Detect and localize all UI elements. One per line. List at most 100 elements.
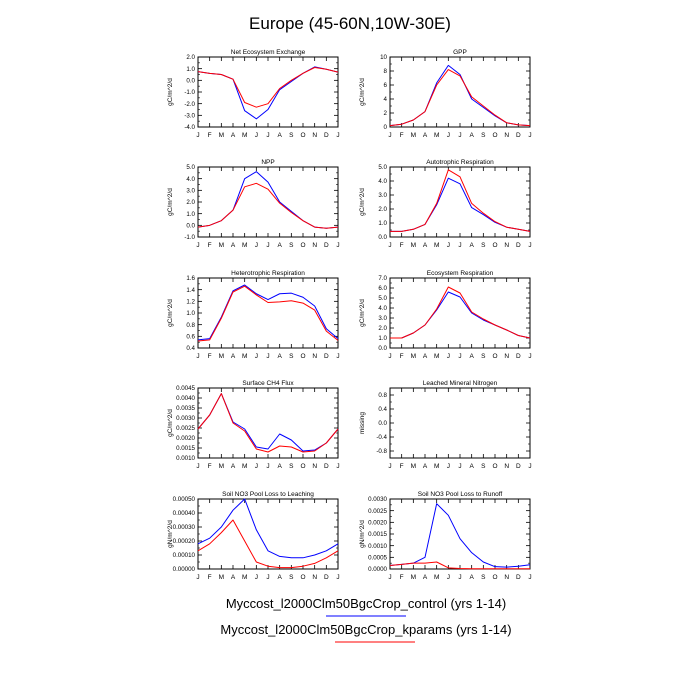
y-tick-label: 0.00000 — [173, 566, 196, 573]
x-tick-label: J — [266, 574, 269, 581]
x-tick-label: M — [434, 353, 439, 360]
x-tick-label: M — [411, 242, 416, 249]
panel: Heterotrophic Respiration gC/m^2/d 1.6 1.4 1… — [167, 270, 340, 360]
y-tick-label: 6.0 — [378, 285, 387, 292]
y-axis-label: gC/m^2/d — [359, 299, 366, 327]
x-tick-label: O — [492, 463, 497, 470]
series-line-control — [197, 498, 339, 559]
series-line-kparams — [389, 69, 531, 127]
x-tick-label: J — [388, 574, 391, 581]
x-tick-label: A — [469, 353, 474, 360]
panel-title: Net Ecosystem Exchange — [231, 49, 306, 56]
x-tick-label: J — [528, 353, 531, 360]
y-tick-label: 0.0025 — [368, 508, 387, 515]
y-tick-label: 0.8 — [378, 392, 387, 399]
y-tick-label: 0.00010 — [173, 552, 196, 559]
x-tick-label: S — [481, 132, 486, 139]
series-line-kparams — [389, 561, 530, 570]
x-tick-label: F — [208, 242, 212, 249]
legend: Myccost_l2000Clm50BgcCrop_control (yrs 1… — [220, 596, 512, 643]
panel: Net Ecosystem Exchange gC/m^2/d 2.0 1.0 0.0 -… — [167, 49, 340, 139]
x-tick-label: J — [458, 132, 461, 139]
x-tick-label: A — [231, 574, 236, 581]
plot-frame — [389, 498, 531, 570]
y-tick-label: 0.4 — [378, 406, 387, 413]
x-tick-label: M — [411, 574, 416, 581]
x-tick-label: O — [300, 463, 305, 470]
x-tick-label: N — [504, 574, 509, 581]
series-line-kparams — [197, 182, 339, 229]
panel-title: NPP — [261, 159, 274, 166]
x-tick-label: J — [266, 463, 269, 470]
panel: Soil NO3 Pool Loss to LeachinggN/m^2/d0.… — [167, 491, 340, 581]
y-tick-label: 0.0 — [378, 420, 387, 427]
y-tick-label: -0.4 — [376, 434, 387, 441]
x-tick-label: J — [196, 242, 199, 249]
panel: Ecosystem Respiration gC/m^2/d 7.0 6.0 5.0 4.… — [359, 270, 532, 360]
x-tick-label: O — [492, 353, 497, 360]
x-tick-label: A — [423, 242, 428, 249]
x-tick-label: M — [434, 132, 439, 139]
x-tick-label: N — [504, 463, 509, 470]
x-tick-label: A — [277, 463, 282, 470]
y-tick-label: -2.0 — [184, 101, 195, 108]
y-tick-label: -1.0 — [184, 234, 195, 241]
x-tick-label: M — [434, 574, 439, 581]
x-tick-label: J — [447, 242, 450, 249]
x-tick-label: O — [492, 242, 497, 249]
y-tick-label: 10 — [380, 54, 387, 61]
panel-title: Heterotrophic Respiration — [231, 270, 305, 277]
y-tick-label: 0.0040 — [176, 395, 195, 402]
y-axis-label: gN/m^2/d — [359, 520, 366, 548]
plot-frame — [197, 166, 339, 238]
x-tick-label: F — [208, 132, 212, 139]
y-tick-label: 3.0 — [378, 315, 387, 322]
panel: Autotrophic Respiration gC/m^2/d 5.0 4.0 3.0… — [359, 159, 532, 249]
x-tick-label: N — [312, 242, 317, 249]
x-tick-label: J — [196, 574, 199, 581]
series-line-kparams — [197, 519, 339, 569]
plot-frame — [389, 387, 531, 459]
x-tick-label: J — [528, 574, 531, 581]
x-tick-label: S — [289, 132, 294, 139]
y-tick-label: 0.8 — [186, 322, 195, 329]
x-tick-label: M — [219, 574, 224, 581]
x-tick-label: F — [400, 574, 404, 581]
y-tick-label: 7.0 — [378, 275, 387, 282]
x-tick-label: M — [434, 463, 439, 470]
y-tick-label: 0.0010 — [368, 543, 387, 550]
x-tick-label: S — [289, 353, 294, 360]
series-line-kparams — [390, 286, 531, 339]
y-tick-label: -0.8 — [376, 448, 387, 455]
x-tick-label: J — [388, 132, 391, 139]
y-tick-label: 1.0 — [186, 310, 195, 317]
y-tick-label: 6 — [384, 82, 388, 89]
y-tick-label: 0.6 — [186, 334, 195, 341]
x-tick-label: A — [277, 353, 282, 360]
x-tick-label: M — [242, 242, 247, 249]
y-tick-label: 1.6 — [186, 275, 195, 282]
y-axis-label: gN/m^2/d — [167, 520, 174, 548]
x-tick-label: D — [324, 242, 329, 249]
series-line-control — [197, 171, 339, 229]
y-tick-label: 2.0 — [378, 325, 387, 332]
x-tick-label: M — [411, 132, 416, 139]
x-tick-label: J — [255, 242, 258, 249]
x-tick-label: M — [219, 463, 224, 470]
x-tick-label: F — [208, 353, 212, 360]
y-tick-label: 2 — [384, 110, 388, 117]
x-tick-label: J — [255, 463, 258, 470]
x-tick-label: A — [423, 353, 428, 360]
y-tick-label: 0.00030 — [173, 524, 196, 531]
panel-title: Autotrophic Respiration — [426, 159, 494, 166]
x-tick-label: M — [242, 574, 247, 581]
x-tick-label: D — [516, 574, 521, 581]
x-tick-label: J — [266, 242, 269, 249]
y-tick-label: 4.0 — [378, 305, 387, 312]
x-tick-label: O — [300, 242, 305, 249]
y-tick-label: 0.00020 — [173, 538, 196, 545]
x-tick-label: A — [469, 242, 474, 249]
x-tick-label: S — [481, 353, 486, 360]
x-tick-label: S — [289, 463, 294, 470]
y-tick-label: 0.0000 — [368, 566, 387, 573]
